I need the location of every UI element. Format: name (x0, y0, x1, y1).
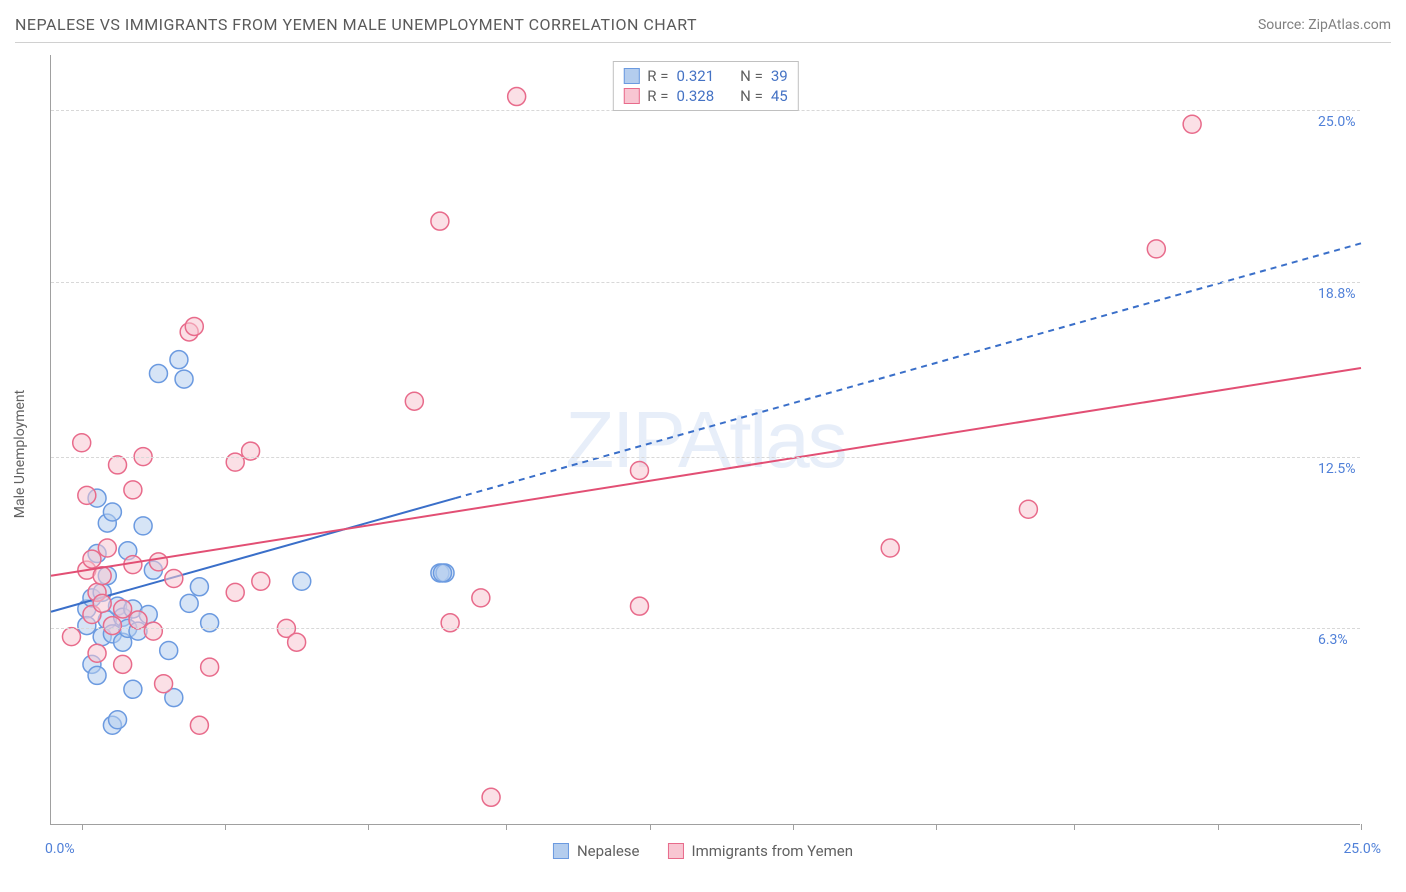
data-point (160, 642, 178, 660)
n-value: 39 (771, 67, 788, 85)
data-point (482, 788, 500, 806)
data-point (252, 572, 270, 590)
legend-swatch (668, 843, 684, 859)
x-tick (506, 824, 507, 830)
grid-line (51, 628, 1360, 629)
data-point (226, 583, 244, 601)
series-legend: Nepalese Immigrants from Yemen (553, 842, 853, 860)
data-point (170, 351, 188, 369)
x-axis-min-label: 0.0% (45, 841, 75, 857)
correlation-legend: R = 0.321 N = 39 R = 0.328 N = 45 (612, 61, 798, 111)
y-tick-label: 12.5% (1318, 461, 1356, 477)
data-point (98, 539, 116, 557)
data-point (134, 517, 152, 535)
x-tick (82, 824, 83, 830)
legend-swatch (623, 68, 639, 84)
x-tick (1361, 824, 1362, 830)
chart-container: NEPALESE VS IMMIGRANTS FROM YEMEN MALE U… (0, 0, 1406, 892)
r-label: R = (647, 67, 668, 85)
x-tick (1074, 824, 1075, 830)
data-point (124, 680, 142, 698)
data-point (1019, 500, 1037, 518)
data-point (62, 628, 80, 646)
data-point (293, 572, 311, 590)
data-point (149, 553, 167, 571)
data-point (114, 600, 132, 618)
x-tick (793, 824, 794, 830)
source-label: Source: ZipAtlas.com (1258, 17, 1391, 33)
data-point (109, 456, 127, 474)
series-name: Immigrants from Yemen (692, 842, 854, 860)
y-tick-label: 6.3% (1318, 632, 1348, 648)
n-value: 45 (771, 87, 788, 105)
data-point (83, 550, 101, 568)
data-point (288, 633, 306, 651)
n-label: N = (740, 87, 763, 105)
data-point (88, 644, 106, 662)
data-point (103, 503, 121, 521)
data-point (630, 461, 648, 479)
data-point (190, 578, 208, 596)
data-point (630, 597, 648, 615)
grid-line (51, 457, 1360, 458)
r-label: R = (647, 87, 668, 105)
n-label: N = (740, 67, 763, 85)
legend-swatch (623, 88, 639, 104)
series-legend-item: Nepalese (553, 842, 640, 860)
data-point (180, 594, 198, 612)
data-point (88, 666, 106, 684)
data-point (175, 370, 193, 388)
y-axis-label: Male Unemployment (12, 390, 28, 518)
data-point (124, 481, 142, 499)
x-tick (368, 824, 369, 830)
series-name: Nepalese (577, 842, 640, 860)
data-point (201, 658, 219, 676)
data-point (433, 564, 451, 582)
x-tick (936, 824, 937, 830)
chart-title: NEPALESE VS IMMIGRANTS FROM YEMEN MALE U… (15, 15, 697, 34)
data-point (155, 675, 173, 693)
y-tick-label: 18.8% (1318, 286, 1356, 302)
data-point (431, 212, 449, 230)
data-point (144, 622, 162, 640)
data-point (508, 88, 526, 106)
data-point (472, 589, 490, 607)
trend-line (51, 368, 1361, 576)
data-point (1147, 240, 1165, 258)
data-point (165, 569, 183, 587)
data-point (114, 655, 132, 673)
plot-area: ZIPAtlas R =0.321N =39R =0.328N =45 (50, 55, 1360, 825)
x-tick (650, 824, 651, 830)
data-point (78, 486, 96, 504)
r-value: 0.321 (676, 67, 714, 85)
data-point (129, 611, 147, 629)
chart-svg (51, 55, 1360, 824)
data-point (109, 711, 127, 729)
series-legend-item: Immigrants from Yemen (668, 842, 854, 860)
x-axis-max-label: 25.0% (1343, 841, 1381, 857)
data-point (103, 617, 121, 635)
x-tick (225, 824, 226, 830)
legend-row: R = 0.321 N = 39 (623, 66, 787, 86)
data-point (881, 539, 899, 557)
legend-row: R = 0.328 N = 45 (623, 86, 787, 106)
r-value: 0.328 (676, 87, 714, 105)
data-point (93, 594, 111, 612)
legend-swatch (553, 843, 569, 859)
header: NEPALESE VS IMMIGRANTS FROM YEMEN MALE U… (15, 15, 1391, 43)
x-tick (1218, 824, 1219, 830)
data-point (405, 392, 423, 410)
y-tick-label: 25.0% (1318, 114, 1356, 130)
data-point (73, 434, 91, 452)
data-point (190, 716, 208, 734)
data-point (185, 317, 203, 335)
data-point (1183, 115, 1201, 133)
grid-line (51, 282, 1360, 283)
data-point (149, 365, 167, 383)
